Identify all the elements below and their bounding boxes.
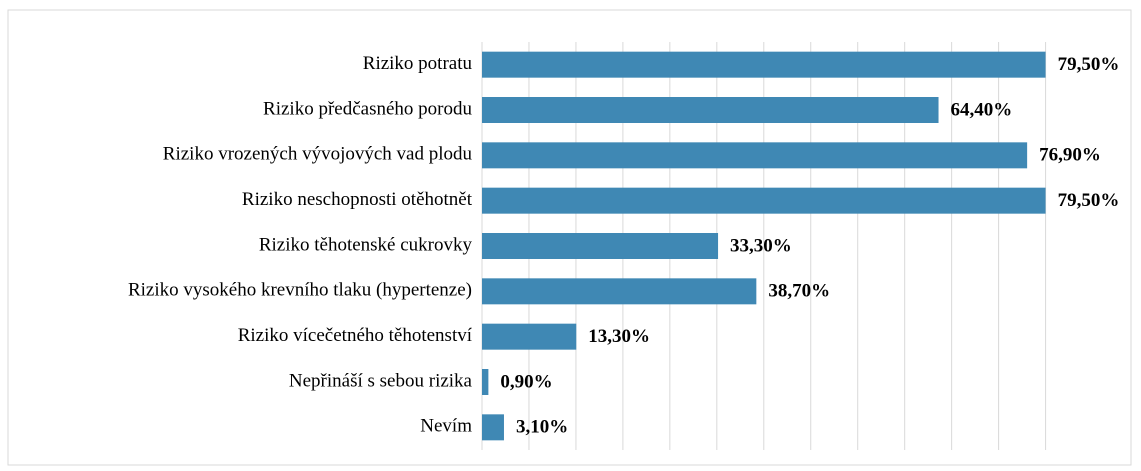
bar xyxy=(482,187,1046,214)
value-label: 76,90% xyxy=(1039,145,1101,166)
value-label: 64,40% xyxy=(951,99,1013,120)
y-tick-label: Riziko předčasného porodu xyxy=(263,98,472,119)
y-tick-label: Riziko vícečetného těhotenství xyxy=(238,325,473,346)
bar xyxy=(482,97,939,123)
bar xyxy=(482,278,757,305)
value-label: 33,30% xyxy=(730,235,792,256)
value-label: 38,70% xyxy=(768,281,830,302)
value-label: 3,10% xyxy=(516,417,568,438)
bar xyxy=(482,142,1028,169)
y-tick-label: Riziko neschopnosti otěhotnět xyxy=(242,189,473,210)
y-tick-label: Nevím xyxy=(420,416,472,437)
bar xyxy=(482,323,577,350)
bar xyxy=(482,414,504,441)
y-tick-label: Riziko potratu xyxy=(363,53,473,74)
value-label: 13,30% xyxy=(588,326,650,347)
value-label: 79,50% xyxy=(1058,54,1120,75)
bar xyxy=(482,233,719,259)
value-label: 0,90% xyxy=(500,371,552,392)
y-tick-label: Riziko těhotenské cukrovky xyxy=(259,234,473,255)
y-tick-label: Nepřináší s sebou rizika xyxy=(289,370,473,391)
bar xyxy=(482,369,489,395)
y-tick-label: Riziko vysokého krevního tlaku (hyperten… xyxy=(128,280,472,301)
bar xyxy=(482,51,1046,78)
value-label: 79,50% xyxy=(1058,190,1120,211)
y-tick-label: Riziko vrozených vývojových vad plodu xyxy=(163,144,473,165)
